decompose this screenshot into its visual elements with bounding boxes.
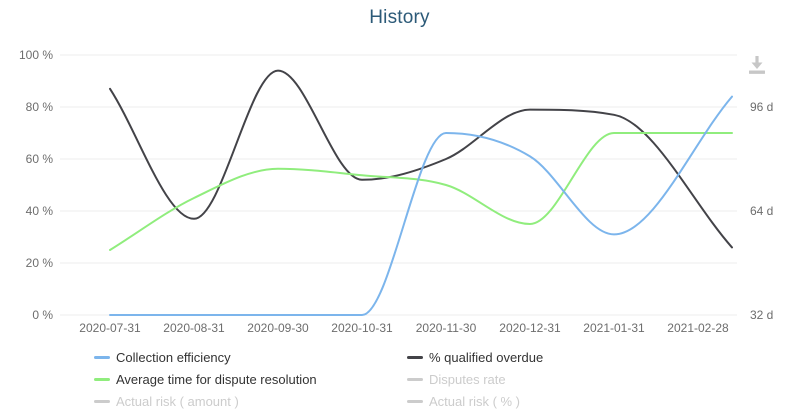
x-axis-label: 2020-11-30 xyxy=(415,321,477,335)
legend-line-icon xyxy=(94,377,110,381)
y-axis-label: 60 % xyxy=(25,152,53,166)
y-axis-label: 80 % xyxy=(25,100,53,114)
legend-line-icon xyxy=(94,355,110,359)
legend-line-icon xyxy=(94,399,110,403)
right-axis-label: 64 d xyxy=(750,204,774,218)
series-line-collection-efficiency[interactable] xyxy=(109,95,733,317)
y-axis-label: 0 % xyxy=(32,308,53,322)
x-axis-label: 2021-01-31 xyxy=(583,321,645,335)
y-axis-label: 20 % xyxy=(25,256,53,270)
legend-label: Average time for dispute resolution xyxy=(116,371,317,387)
legend-item[interactable]: Average time for dispute resolution xyxy=(94,368,317,390)
legend-line-icon xyxy=(407,377,423,381)
right-axis-label: 96 d xyxy=(750,100,774,114)
x-axis-label: 2020-07-31 xyxy=(79,321,141,335)
legend-line-icon xyxy=(407,399,423,403)
x-axis-label: 2020-09-30 xyxy=(247,321,309,335)
page-title: History xyxy=(369,7,430,28)
legend-label: Collection efficiency xyxy=(116,349,231,365)
legend-label: Actual risk ( amount ) xyxy=(116,393,239,409)
legend-label: Disputes rate xyxy=(429,371,506,387)
download-icon xyxy=(749,56,765,74)
legend-label: Actual risk ( % ) xyxy=(429,393,521,409)
x-axis-label: 2020-12-31 xyxy=(499,321,561,335)
y-axis-label: 100 % xyxy=(18,48,53,62)
download-button[interactable] xyxy=(744,52,770,78)
legend-item[interactable]: Disputes rate xyxy=(407,368,543,390)
legend-column-2: % qualified overdue Disputes rate Actual r… xyxy=(407,346,543,412)
series-line-average-time-for-dispute-resolution[interactable] xyxy=(109,131,733,251)
legend-item[interactable]: Actual risk ( % ) xyxy=(407,390,543,412)
chart-canvas xyxy=(60,54,737,317)
legend-line-icon xyxy=(407,355,423,359)
series-line-qualified-overdue[interactable] xyxy=(109,69,733,249)
legend-item[interactable]: Actual risk ( amount ) xyxy=(94,390,317,412)
y-axis-label: 40 % xyxy=(25,204,53,218)
x-axis-label: 2020-10-31 xyxy=(331,321,393,335)
legend-item[interactable]: Collection efficiency xyxy=(94,346,317,368)
right-axis-label: 32 d xyxy=(750,308,774,322)
x-axis-label: 2020-08-31 xyxy=(163,321,225,335)
legend-item[interactable]: % qualified overdue xyxy=(407,346,543,368)
x-axis-label: 2021-02-28 xyxy=(667,321,729,335)
legend-column-1: Collection efficiency Average time for di… xyxy=(94,346,317,412)
legend-label: % qualified overdue xyxy=(429,349,544,365)
